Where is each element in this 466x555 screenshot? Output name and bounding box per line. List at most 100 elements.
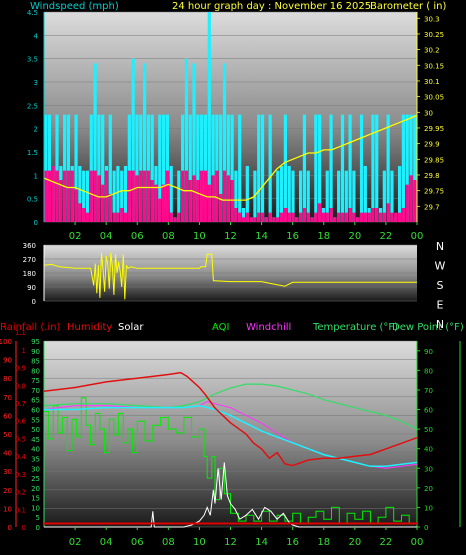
humidity-tick-label: 0 xyxy=(8,524,12,532)
avg-wind-bar xyxy=(291,212,295,222)
gust-bar xyxy=(203,114,208,222)
gust-bar xyxy=(101,114,105,222)
compass-label: N xyxy=(436,240,444,253)
rain-tick-label: 0.8 xyxy=(15,382,26,390)
temperature-tick-label: 30 xyxy=(31,465,40,473)
gust-bar xyxy=(192,63,196,223)
gust-bar xyxy=(181,114,185,222)
gust-bar xyxy=(82,170,86,222)
gust-bar xyxy=(108,114,112,222)
temperature-tick-label: 55 xyxy=(31,416,40,424)
legend-humidity: Humidity xyxy=(67,322,112,333)
temperature-line xyxy=(43,383,418,430)
temperature-tick-label: 75 xyxy=(31,377,40,385)
avg-wind-bar xyxy=(55,170,59,222)
avg-wind-bar xyxy=(158,198,162,222)
avg-wind-bar xyxy=(215,170,219,222)
wind-tick-label: 4.5 xyxy=(27,9,38,17)
avg-wind-bar xyxy=(116,212,120,222)
gust-bar xyxy=(306,170,310,222)
gust-bar xyxy=(268,114,272,222)
wind-tick-label: 2 xyxy=(34,126,38,134)
avg-wind-bar xyxy=(51,166,55,222)
avg-wind-bar xyxy=(405,184,409,222)
barometer-tick-label: 30.2 xyxy=(424,47,440,55)
wind-x-tick-label: 06 xyxy=(131,231,144,242)
barometer-tick-label: 30.15 xyxy=(424,62,444,70)
avg-wind-bar xyxy=(318,203,322,222)
avg-wind-bar xyxy=(272,217,276,222)
wind-x-tick-label: 12 xyxy=(224,231,237,242)
rain-tick-label: 1.1 xyxy=(15,329,26,337)
gust-bar xyxy=(188,114,192,222)
right-axis-tick-label: 10 xyxy=(424,504,433,512)
gust-bar xyxy=(177,170,181,222)
gust-bar xyxy=(47,114,52,222)
gust-bar xyxy=(405,114,409,222)
rain-tick-label: 0.3 xyxy=(15,471,26,479)
avg-wind-bar xyxy=(238,212,242,222)
wind-chart: 0 0.5 1 1.5 2 2.5 3 3.5 4 4.5 29.7 29.75 29.8 29.85 29… xyxy=(27,9,444,242)
temperature-tick-label: 15 xyxy=(31,495,40,503)
gust-bar xyxy=(215,114,219,222)
gust-bar xyxy=(120,170,124,222)
avg-wind-bar xyxy=(321,212,326,222)
gust-bar xyxy=(413,114,417,222)
gust-bar xyxy=(283,114,287,222)
humidity-tick-label: 70 xyxy=(3,394,12,402)
gust-bar xyxy=(222,63,227,223)
gust-bar xyxy=(344,170,348,222)
gust-bar xyxy=(55,114,59,222)
wind-x-tick-label: 08 xyxy=(162,231,175,242)
wind-tick-label: 3 xyxy=(34,79,38,87)
avg-wind-bar xyxy=(394,212,398,222)
rain-tick-label: 0.5 xyxy=(15,435,26,443)
wind-x-tick-label: 18 xyxy=(317,231,330,242)
avg-wind-bar xyxy=(386,203,390,222)
bottom-x-tick-label: 08 xyxy=(162,537,175,548)
gust-bar xyxy=(314,114,318,222)
bottom-x-tick-label: 06 xyxy=(131,537,144,548)
gust-bar xyxy=(93,63,97,223)
avg-wind-bar xyxy=(268,212,272,222)
direction-tick-label: 180 xyxy=(23,270,36,278)
rain-tick-label: 0.4 xyxy=(15,453,27,461)
temperature-tick-label: 35 xyxy=(31,455,40,463)
gust-bar xyxy=(196,114,200,222)
avg-wind-bar xyxy=(230,180,234,222)
barometer-tick-label: 29.85 xyxy=(424,156,444,164)
avg-wind-bar xyxy=(390,212,394,222)
gust-bar xyxy=(226,114,230,222)
solar-line xyxy=(44,462,417,528)
direction-tick-label: 0 xyxy=(32,298,36,306)
wind-direction-line xyxy=(43,252,417,300)
rain-tick-label: 0.1 xyxy=(15,506,26,514)
avg-wind-bar xyxy=(44,170,48,222)
avg-wind-bar xyxy=(120,208,124,222)
right-axis-tick-label: 20 xyxy=(424,485,433,493)
barometer-tick-label: 30 xyxy=(424,109,433,117)
gust-bar xyxy=(382,170,386,222)
barometer-tick-label: 30.1 xyxy=(424,78,440,86)
barometer-line xyxy=(43,114,418,201)
temperature-tick-label: 5 xyxy=(36,514,40,522)
avg-wind-bar xyxy=(207,184,211,222)
avg-wind-bar xyxy=(89,170,93,222)
barometer-tick-label: 30.25 xyxy=(424,31,444,39)
wind-x-tick-label: 10 xyxy=(193,231,206,242)
bottom-x-tick-label: 04 xyxy=(100,537,113,548)
right-axis-tick-label: 90 xyxy=(424,348,433,356)
gust-bar xyxy=(200,114,204,222)
gust-bar xyxy=(302,114,307,222)
avg-wind-bar xyxy=(70,170,74,222)
wind-tick-label: 0 xyxy=(34,219,38,227)
gust-bar xyxy=(230,114,234,222)
gust-bar xyxy=(146,114,150,222)
temperature-tick-label: 60 xyxy=(31,407,40,415)
temperature-tick-label: 0 xyxy=(36,524,40,532)
humidity-tick-label: 90 xyxy=(3,357,12,365)
gust-bar xyxy=(165,114,170,222)
bottom-x-tick-label: 00 xyxy=(411,537,424,548)
temperature-tick-label: 45 xyxy=(31,436,40,444)
